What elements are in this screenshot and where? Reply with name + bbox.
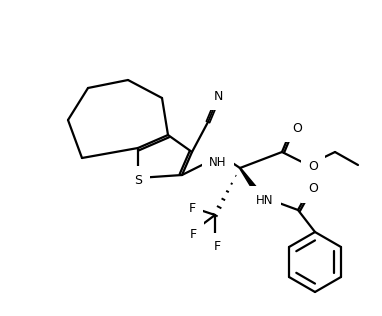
Text: F: F: [214, 240, 220, 253]
Text: S: S: [134, 173, 142, 186]
Text: O: O: [292, 121, 302, 135]
Text: NH: NH: [209, 155, 227, 168]
Text: F: F: [189, 228, 197, 241]
Polygon shape: [240, 168, 262, 198]
Text: O: O: [308, 161, 318, 173]
Text: F: F: [188, 202, 196, 215]
Text: HN: HN: [256, 193, 274, 206]
Text: O: O: [308, 183, 318, 196]
Text: N: N: [213, 89, 223, 102]
